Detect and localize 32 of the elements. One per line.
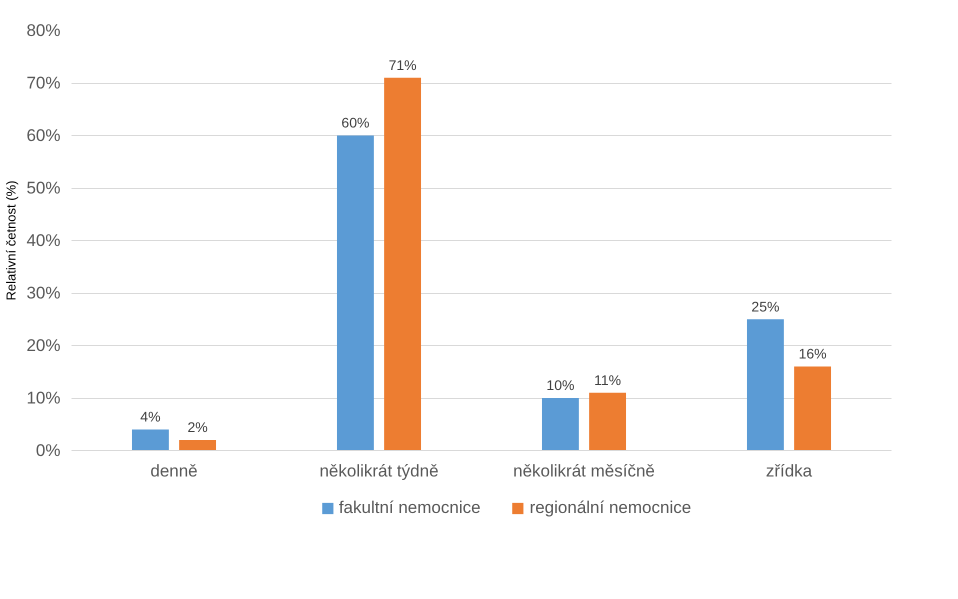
bar (132, 430, 169, 450)
data-label: 11% (594, 372, 622, 388)
y-tick-label: 70% (26, 74, 61, 92)
legend-label: regionální nemocnice (530, 498, 692, 518)
x-tick-label: zřídka (766, 462, 813, 480)
data-label: 2% (187, 419, 208, 435)
bar (542, 398, 579, 450)
legend-label: fakultní nemocnice (338, 498, 481, 518)
x-tick-label: několikrát týdně (319, 462, 439, 480)
bar (179, 440, 216, 450)
bar (336, 136, 374, 450)
y-tick-label: 30% (26, 284, 61, 302)
x-tick-label: denně (150, 462, 198, 480)
y-tick-label: 60% (26, 126, 61, 145)
data-label: 60% (341, 114, 370, 130)
data-label: 10% (546, 377, 574, 393)
bar (384, 78, 422, 450)
y-tick-label: 20% (26, 336, 61, 355)
data-label: 25% (751, 298, 780, 314)
y-axis-title: Relativní četnost (%) (3, 180, 18, 300)
x-tick-label: několikrát měsíčně (513, 462, 655, 480)
y-tick-label: 10% (26, 388, 61, 408)
data-label: 16% (798, 346, 827, 362)
y-tick-label: 80% (26, 21, 61, 40)
y-tick-label: 50% (26, 178, 61, 198)
bar (589, 392, 626, 450)
y-tick-label: 0% (36, 441, 61, 460)
data-label: 4% (140, 408, 161, 424)
data-label: 71% (388, 56, 417, 73)
bar (794, 366, 832, 450)
bar (746, 319, 784, 450)
y-tick-label: 40% (26, 231, 61, 250)
